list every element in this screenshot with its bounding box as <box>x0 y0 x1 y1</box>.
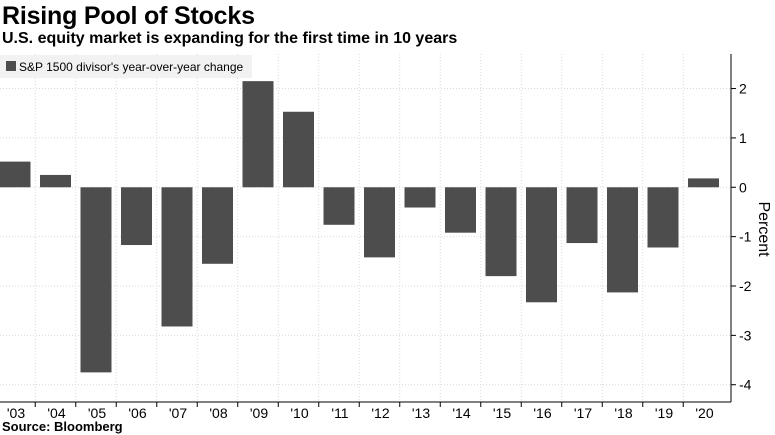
x-tick-label: '13 <box>412 405 430 421</box>
x-tick-label: '10 <box>290 405 308 421</box>
y-tick-label: -3 <box>739 327 752 343</box>
x-tick-label: '19 <box>655 405 673 421</box>
bar-20 <box>688 178 719 188</box>
y-tick-labels: -4 -3 -2 -1 0 1 2 <box>739 81 752 393</box>
bar-12 <box>364 187 395 258</box>
x-tick-label: '05 <box>88 405 106 421</box>
bar-04 <box>40 174 71 188</box>
chart-title: Rising Pool of Stocks <box>2 2 255 30</box>
bar-09 <box>242 81 274 188</box>
x-tick-label: '07 <box>169 405 187 421</box>
y-tick-label: 1 <box>739 130 747 146</box>
legend-swatch <box>6 61 16 71</box>
y-tick-label: -4 <box>739 377 752 393</box>
legend-background <box>0 55 252 78</box>
x-tick-label: '16 <box>533 405 551 421</box>
x-tick-label: '04 <box>47 405 65 421</box>
bar-14 <box>445 187 476 233</box>
y-tick-label: 0 <box>739 179 747 195</box>
legend-label: S&P 1500 divisor's year-over-year change <box>19 60 244 74</box>
x-tick-label: '17 <box>574 405 592 421</box>
bar-07 <box>161 187 193 327</box>
bar-18 <box>607 187 638 293</box>
bar-11 <box>323 187 355 225</box>
bar-10 <box>283 111 314 188</box>
x-tick-label: '15 <box>493 405 511 421</box>
y-tick-label: 2 <box>739 81 747 97</box>
bar-06 <box>121 187 152 246</box>
bar-16 <box>526 187 557 303</box>
x-tick-label: '18 <box>614 405 632 421</box>
x-tick-label: '14 <box>452 405 470 421</box>
y-tick-label: -2 <box>739 278 752 294</box>
x-tick-label: '12 <box>371 405 389 421</box>
bar-03 <box>0 161 31 188</box>
bar-15 <box>485 187 517 277</box>
bar-05 <box>80 187 112 373</box>
bar-19 <box>647 187 679 248</box>
bar-08 <box>202 187 233 264</box>
x-tick-label: '03 <box>7 405 25 421</box>
y-axis-title: Percent <box>755 201 772 257</box>
bar-13 <box>404 187 436 208</box>
legend: S&P 1500 divisor's year-over-year change <box>0 55 252 78</box>
x-tick-label: '09 <box>250 405 268 421</box>
bars <box>0 81 719 373</box>
chart-subtitle: U.S. equity market is expanding for the … <box>2 30 458 47</box>
x-tick-label: '06 <box>128 405 146 421</box>
x-tick-labels: '03 '04 '05 '06 '07 '08 '09 '10 '11 '12 '13 '14 '15 '… <box>7 405 714 421</box>
x-tick-label: '20 <box>695 405 713 421</box>
bar-17 <box>566 187 598 244</box>
x-tick-label: '08 <box>209 405 227 421</box>
axes <box>0 54 736 407</box>
x-tick-label: '11 <box>331 405 348 421</box>
source-note: Source: Bloomberg <box>2 419 123 434</box>
y-tick-label: -1 <box>739 229 752 245</box>
